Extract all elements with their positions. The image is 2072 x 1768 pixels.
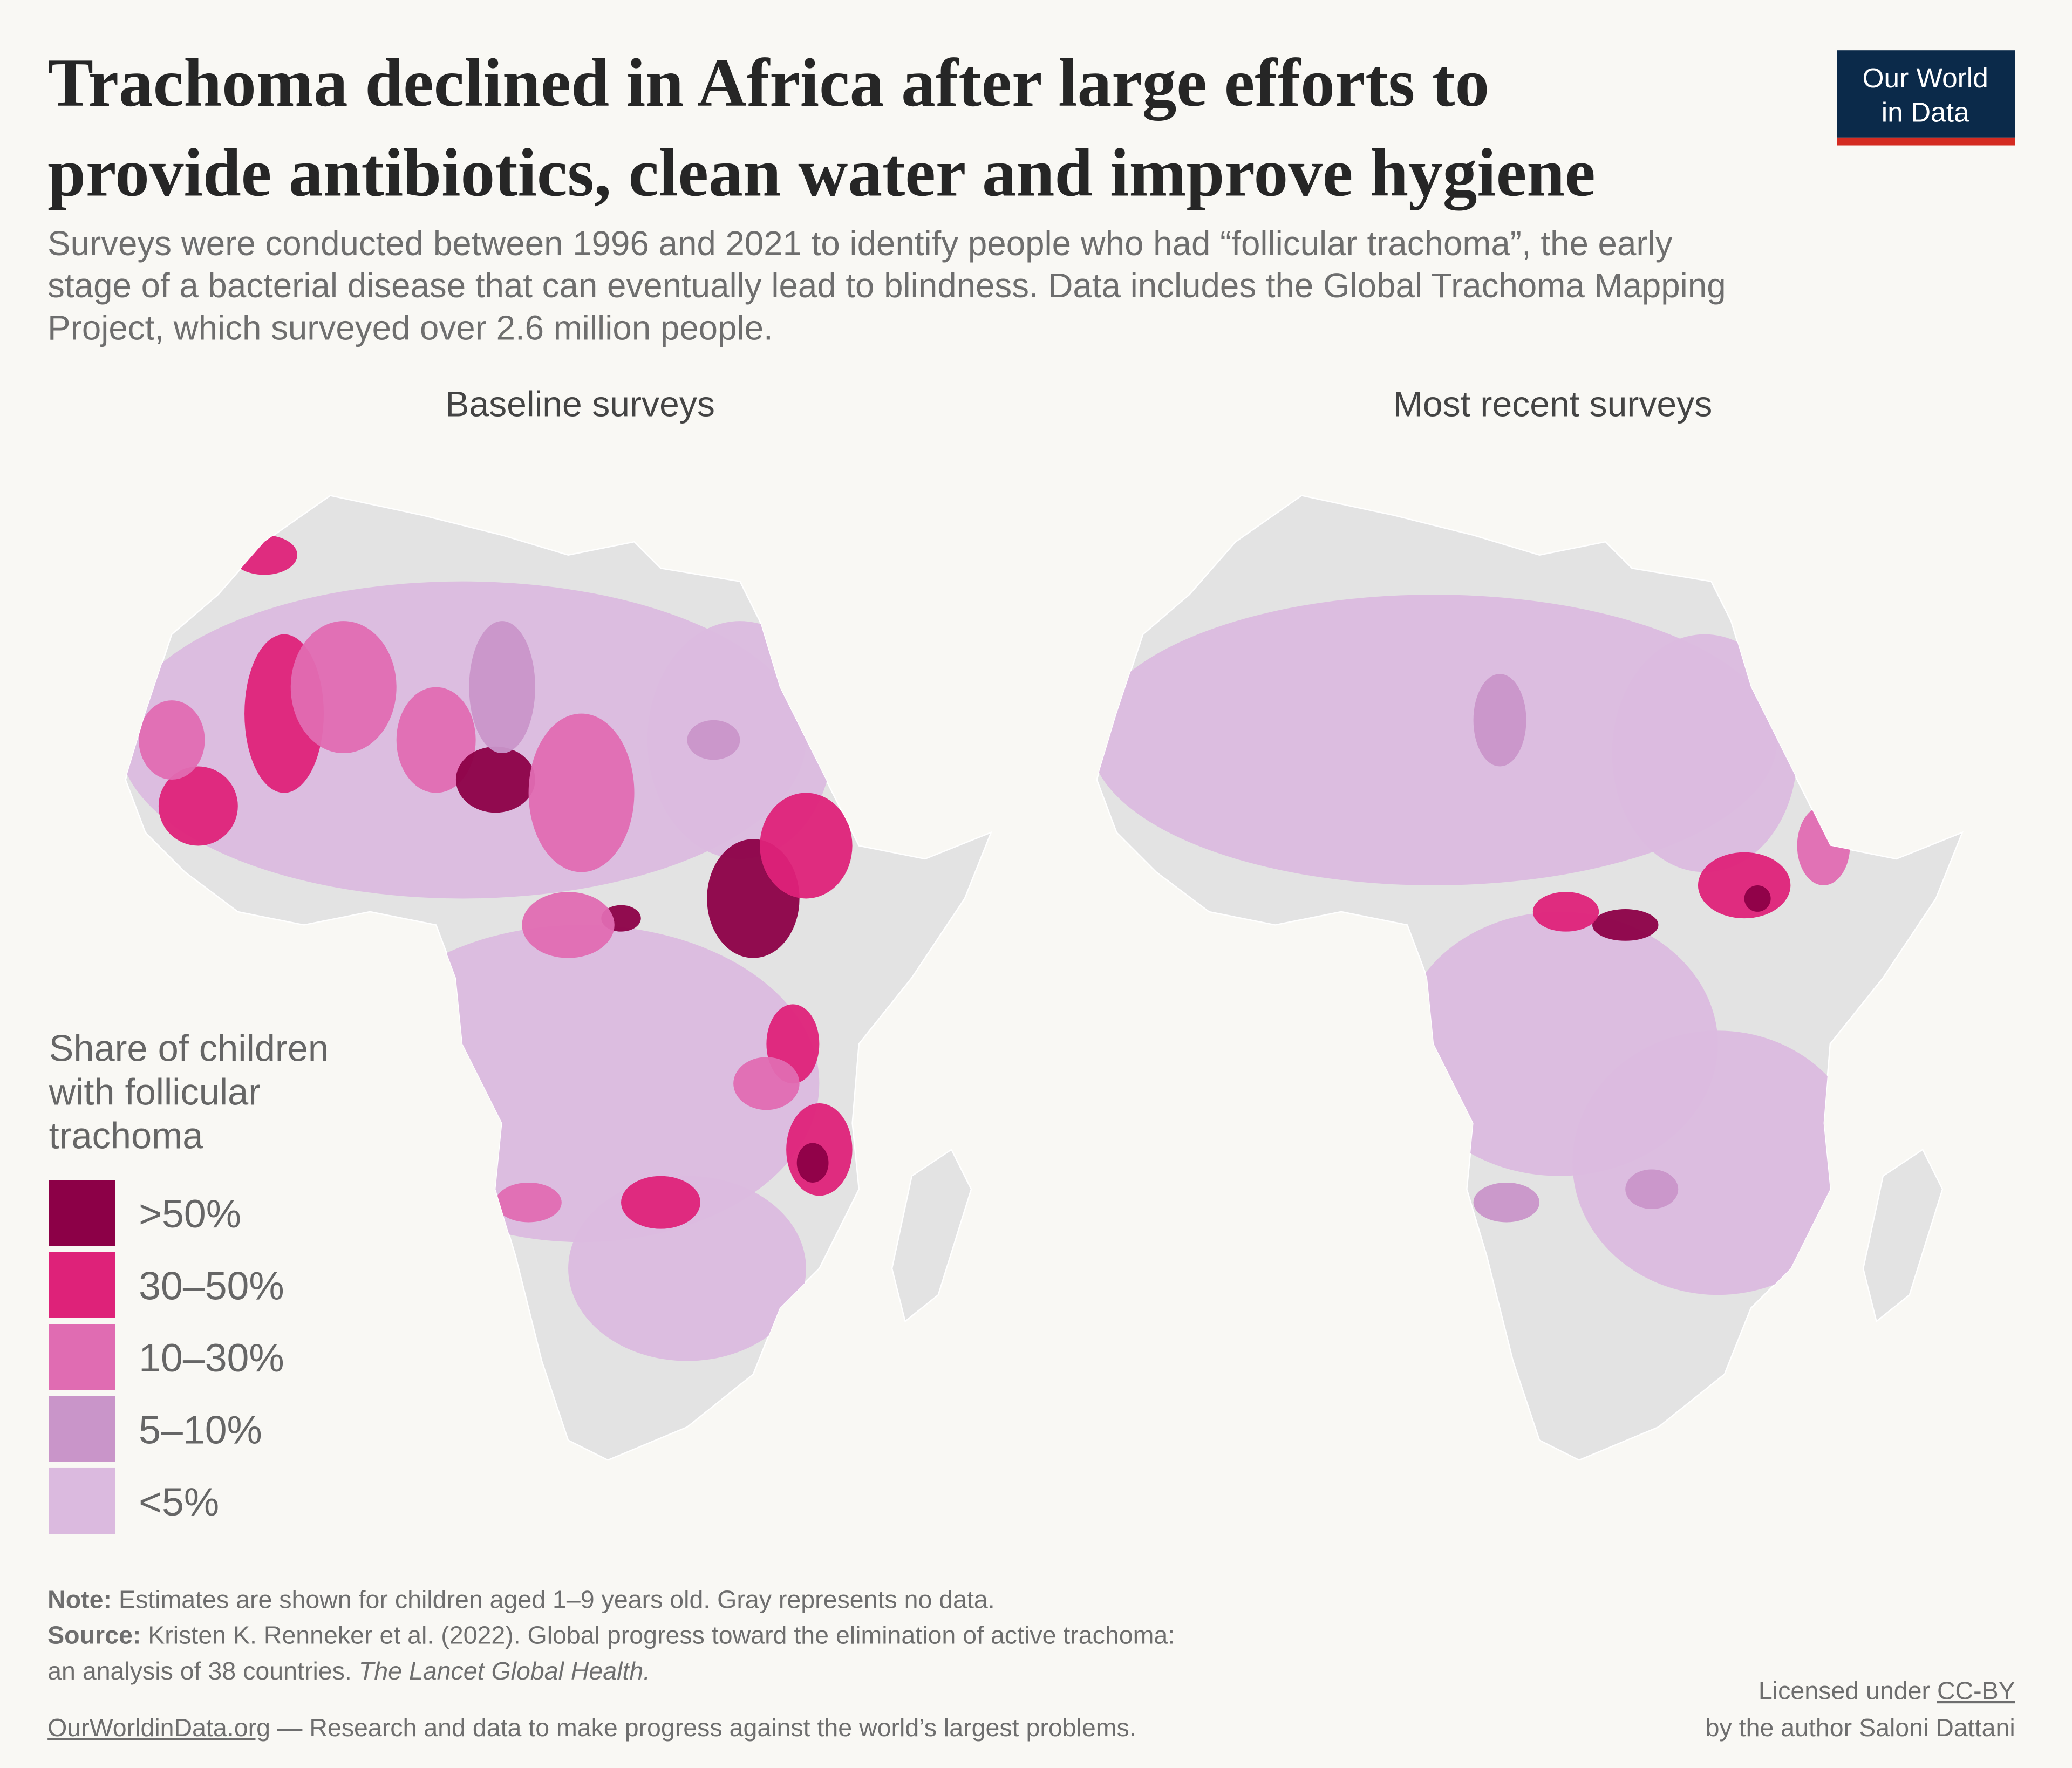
region bbox=[796, 1143, 829, 1183]
region bbox=[568, 1176, 806, 1361]
regions bbox=[125, 535, 853, 1361]
region bbox=[495, 1182, 562, 1223]
map-recent bbox=[1096, 495, 1963, 1461]
subtitle: Surveys were conducted between 1996 and … bbox=[47, 224, 1673, 263]
region bbox=[158, 766, 238, 846]
region bbox=[290, 621, 397, 754]
note-label: Note: bbox=[47, 1586, 112, 1614]
tagline: — Research and data to make progress aga… bbox=[277, 1714, 1136, 1742]
license-prefix: Licensed under bbox=[1759, 1677, 1930, 1705]
legend-label: 30–50% bbox=[139, 1264, 284, 1308]
note-text: Estimates are shown for children aged 1–… bbox=[119, 1586, 995, 1614]
region bbox=[1096, 595, 1777, 885]
region bbox=[396, 687, 476, 793]
source-journal: The Lancet Global Health. bbox=[359, 1657, 650, 1685]
logo[interactable]: Our World in Data bbox=[1837, 50, 2015, 146]
region bbox=[1473, 1182, 1540, 1223]
note: Note: Estimates are shown for children a… bbox=[47, 1586, 995, 1614]
region bbox=[760, 793, 853, 899]
region bbox=[1612, 634, 1797, 872]
title: Trachoma declined in Africa after large … bbox=[47, 45, 1489, 121]
region bbox=[469, 621, 535, 754]
site-link[interactable]: OurWorldinData.org bbox=[47, 1714, 270, 1742]
license-author: by the author Saloni Dattani bbox=[1706, 1714, 2015, 1742]
region bbox=[1698, 852, 1791, 919]
region bbox=[528, 713, 635, 872]
region bbox=[522, 892, 615, 958]
legend: >50% 30–50% 10–30% 5–10% <5% bbox=[49, 1180, 284, 1534]
subtitle: Project, which surveyed over 2.6 million… bbox=[47, 309, 773, 347]
legend-swatch bbox=[49, 1396, 115, 1462]
title: provide antibiotics, clean water and imp… bbox=[47, 135, 1595, 211]
region bbox=[455, 746, 535, 813]
legend-swatch bbox=[49, 1324, 115, 1390]
source: Source: Kristen K. Renneker et al. (2022… bbox=[47, 1621, 1175, 1649]
regions bbox=[1096, 595, 1864, 1295]
footer: OurWorldinData.org — Research and data t… bbox=[47, 1714, 1136, 1742]
region bbox=[1625, 1169, 1679, 1209]
legend-label: <5% bbox=[139, 1479, 219, 1524]
legend-swatch bbox=[49, 1180, 115, 1246]
map-title: Baseline surveys bbox=[445, 385, 715, 425]
region bbox=[687, 720, 740, 760]
region bbox=[621, 1176, 700, 1229]
legend-title: Share of children bbox=[49, 1028, 329, 1069]
region bbox=[1572, 1030, 1864, 1295]
region bbox=[733, 1057, 800, 1110]
legend-label: >50% bbox=[139, 1191, 241, 1236]
legend-title: with follicular bbox=[49, 1071, 261, 1112]
logo-box bbox=[1837, 50, 2015, 138]
legend-title: trachoma bbox=[49, 1115, 204, 1156]
license-link[interactable]: CC-BY bbox=[1937, 1677, 2015, 1705]
legend-swatch bbox=[49, 1252, 115, 1318]
region bbox=[139, 700, 205, 780]
subtitle: stage of a bacterial disease that can ev… bbox=[47, 267, 1726, 305]
region bbox=[1532, 892, 1599, 932]
map-title: Most recent surveys bbox=[1393, 385, 1713, 425]
source-label: Source: bbox=[47, 1621, 141, 1649]
legend-label: 5–10% bbox=[139, 1408, 262, 1452]
license: Licensed under CC-BY bbox=[1759, 1677, 2015, 1705]
logo-text: in Data bbox=[1882, 96, 1969, 127]
logo-bar bbox=[1837, 137, 2015, 146]
logo-text: Our World bbox=[1863, 62, 1988, 93]
region bbox=[1473, 674, 1526, 767]
region bbox=[1744, 885, 1771, 912]
map-baseline bbox=[125, 495, 992, 1461]
legend-label: 10–30% bbox=[139, 1335, 284, 1380]
legend-swatch bbox=[49, 1467, 115, 1534]
source-text: Kristen K. Renneker et al. (2022). Globa… bbox=[148, 1621, 1175, 1649]
region bbox=[1592, 909, 1659, 941]
source-text: an analysis of 38 countries. bbox=[47, 1657, 352, 1685]
source: an analysis of 38 countries. The Lancet … bbox=[47, 1657, 650, 1685]
